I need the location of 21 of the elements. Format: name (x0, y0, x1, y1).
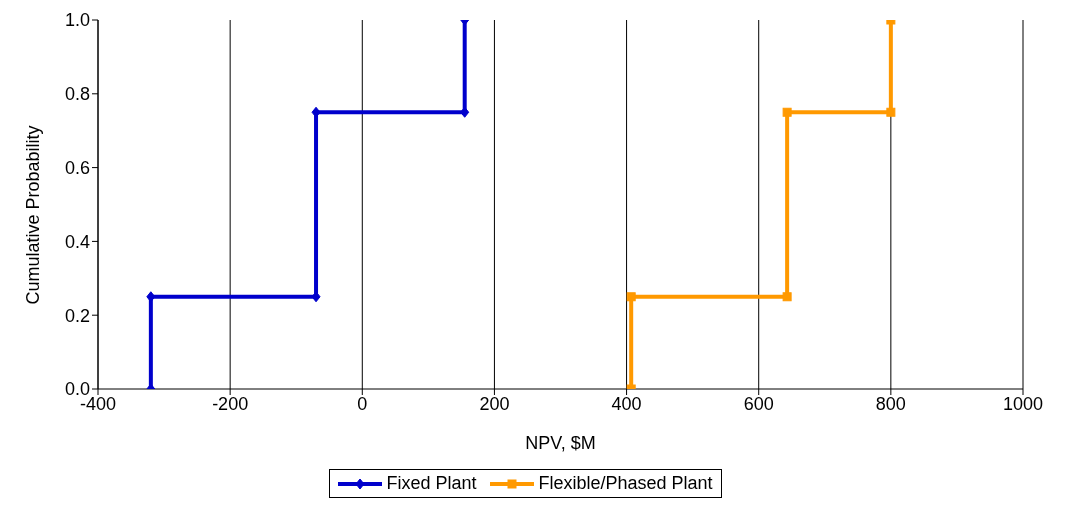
y-tick-label: 0.0 (64, 379, 90, 400)
y-tick-label: 0.8 (64, 84, 90, 105)
x-axis-title: NPV, $M (525, 433, 596, 453)
x-tick-label: 600 (743, 393, 774, 414)
y-tick-label: 0.6 (64, 157, 90, 178)
x-tick-label: -200 (212, 393, 249, 414)
y-tick-label: 0.2 (64, 305, 90, 326)
legend-label: Flexible/Phased Plant (537, 473, 713, 494)
point (782, 107, 792, 117)
point (886, 107, 896, 117)
point (782, 292, 792, 302)
point (626, 292, 636, 302)
y-tick-label: 1.0 (64, 10, 90, 31)
y-tick-label: 0.4 (64, 231, 90, 252)
x-tick-label: 200 (479, 393, 510, 414)
x-tick-label: 1000 (1002, 393, 1044, 414)
x-tick-label: 0 (357, 393, 368, 414)
x-tick-label: 400 (611, 393, 642, 414)
x-tick-label: 800 (875, 393, 906, 414)
legend-label: Fixed Plant (385, 473, 477, 494)
y-axis-title: Cumulative Probability (23, 125, 44, 305)
